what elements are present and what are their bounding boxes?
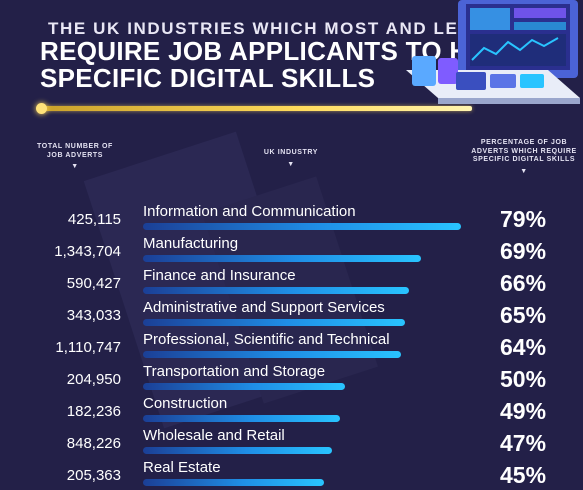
industry-label: Construction bbox=[143, 395, 228, 412]
chart-row: 590,427 Finance and Insurance 66% bbox=[0, 266, 583, 298]
chart-row: 848,226 Wholesale and Retail 47% bbox=[0, 426, 583, 458]
job-adverts-count: 590,427 bbox=[66, 275, 121, 292]
industry-label: Administrative and Support Services bbox=[143, 299, 385, 316]
job-adverts-count: 204,950 bbox=[66, 371, 121, 388]
job-adverts-count: 182,236 bbox=[66, 403, 121, 420]
laptop-illustration bbox=[406, 0, 580, 104]
chart-row: 1,343,704 Manufacturing 69% bbox=[0, 234, 583, 266]
header-uk-industry-label: UK INDUSTRY bbox=[263, 149, 319, 156]
header-percentage: PERCENTAGE OF JOB ADVERTS WHICH REQUIRE … bbox=[468, 139, 580, 176]
chart-row: 182,236 Construction 49% bbox=[0, 394, 583, 426]
bar bbox=[143, 383, 345, 390]
bar bbox=[143, 415, 340, 422]
percentage-label: 45% bbox=[500, 462, 547, 488]
industry-label: Transportation and Storage bbox=[143, 363, 326, 380]
percentage-label: 66% bbox=[500, 270, 547, 296]
industry-label: Real Estate bbox=[143, 459, 221, 476]
title-line-1: THE UK INDUSTRIES WHICH MOST AND LEAST bbox=[48, 19, 498, 38]
bar bbox=[143, 223, 461, 230]
percentage-label: 50% bbox=[500, 366, 547, 392]
job-adverts-count: 425,115 bbox=[67, 211, 121, 228]
percentage-label: 47% bbox=[500, 430, 547, 456]
bar bbox=[143, 255, 421, 262]
bar bbox=[143, 319, 405, 326]
industry-label: Manufacturing bbox=[143, 235, 239, 252]
industry-label: Professional, Scientific and Technical bbox=[143, 331, 390, 348]
chart-row: 1,110,747 Professional, Scientific and Te… bbox=[0, 330, 583, 362]
chart-row: 204,950 Transportation and Storage 50% bbox=[0, 362, 583, 394]
bar bbox=[143, 479, 324, 486]
percentage-label: 49% bbox=[500, 398, 547, 424]
industry-label: Wholesale and Retail bbox=[143, 427, 285, 444]
job-adverts-count: 1,110,747 bbox=[55, 339, 121, 356]
title-underline-dot bbox=[36, 103, 47, 114]
percentage-label: 69% bbox=[500, 238, 547, 264]
chevron-down-icon: ▼ bbox=[520, 167, 528, 175]
job-adverts-count: 848,226 bbox=[66, 435, 121, 452]
job-adverts-count: 343,033 bbox=[66, 307, 121, 324]
title-underline bbox=[42, 106, 472, 111]
percentage-label: 65% bbox=[500, 302, 547, 328]
bar bbox=[143, 287, 409, 294]
chevron-down-icon: ▼ bbox=[71, 163, 79, 170]
industry-label: Information and Communication bbox=[143, 203, 356, 220]
chevron-down-icon: ▼ bbox=[287, 160, 295, 168]
header-total-adverts-label: TOTAL NUMBER OF JOB ADVERTS bbox=[37, 143, 113, 159]
chart-row: 343,033 Administrative and Support Servic… bbox=[0, 298, 583, 330]
bar bbox=[143, 447, 332, 454]
percentage-label: 79% bbox=[500, 206, 547, 232]
header-total-adverts: TOTAL NUMBER OF JOB ADVERTS ▼ bbox=[30, 143, 120, 172]
bar bbox=[143, 351, 401, 358]
chart-row: 205,363 Real Estate 45% bbox=[0, 458, 583, 490]
chart-row: 425,115 Information and Communication 79% bbox=[0, 202, 583, 234]
percentage-label: 64% bbox=[500, 334, 547, 360]
header-percentage-label: PERCENTAGE OF JOB ADVERTS WHICH REQUIRE … bbox=[471, 139, 577, 163]
job-adverts-count: 205,363 bbox=[66, 467, 121, 484]
header-uk-industry: UK INDUSTRY ▼ bbox=[246, 149, 336, 169]
industry-label: Finance and Insurance bbox=[143, 267, 296, 284]
job-adverts-count: 1,343,704 bbox=[54, 243, 121, 260]
